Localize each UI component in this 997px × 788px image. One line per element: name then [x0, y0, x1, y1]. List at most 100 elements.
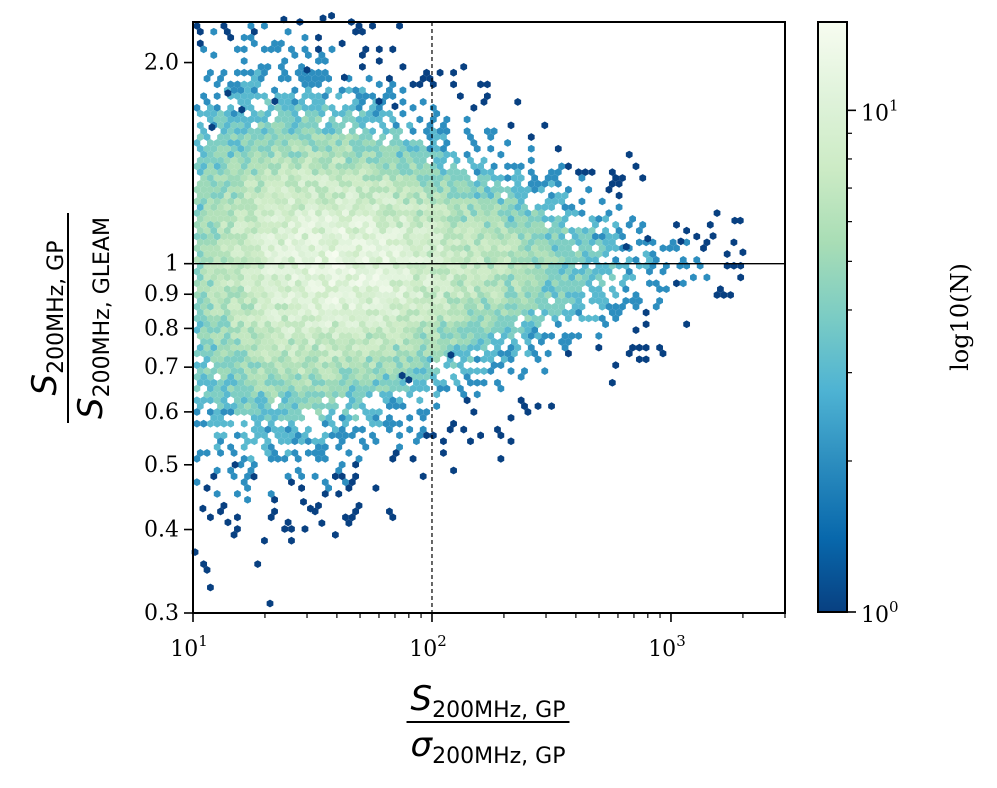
hexbin-cell: [274, 139, 282, 147]
hexbin-cell: [298, 285, 305, 294]
hexbin-cell: [348, 197, 356, 206]
hexbin-cell: [247, 349, 255, 358]
hexbin-cell: [602, 250, 609, 258]
hexbin-cell: [554, 226, 562, 235]
hexbin-cell: [514, 308, 522, 317]
hexbin-cell: [196, 144, 204, 153]
hexbin-cell: [325, 179, 332, 188]
hexbin-cell: [234, 45, 241, 54]
hexbin-cell: [254, 302, 262, 311]
hexbin-cell: [254, 139, 262, 147]
hexbin-cell: [213, 361, 221, 370]
hexbin-cell: [318, 378, 326, 387]
hexbin-cell: [335, 220, 343, 229]
hexbin-cell: [524, 209, 532, 217]
hexbin-cell: [321, 419, 329, 428]
hexbin-cell: [656, 343, 663, 352]
hexbin-cell: [359, 367, 366, 375]
hexbin-cell: [250, 226, 258, 235]
hexbin-cell: [608, 273, 616, 282]
hexbin-cell: [433, 390, 441, 399]
hexbin-cell: [598, 244, 606, 253]
hexbin-cell: [200, 209, 208, 217]
hexbin-cell: [220, 302, 228, 311]
hexbin-cell: [473, 144, 481, 153]
hexbin-cell: [304, 250, 312, 258]
hexbin-cell: [308, 384, 316, 393]
hexbin-cell: [352, 472, 360, 481]
hexbin-cell: [291, 156, 299, 165]
hexbin-cell: [288, 361, 295, 370]
hexbin-cell: [301, 103, 309, 112]
hexbin-cell: [244, 238, 251, 247]
hexbin-cell: [234, 139, 241, 147]
hexbin-cell: [402, 361, 410, 370]
hexbin-cell: [348, 115, 356, 124]
hexbin-cell: [227, 361, 235, 370]
hexbin-cell: [386, 273, 393, 282]
hexbin-cell: [267, 127, 275, 136]
hexbin-cell: [196, 191, 204, 200]
hexbin-cell: [500, 215, 508, 223]
hexbin-cell: [629, 215, 636, 223]
hexbin-cell: [399, 355, 407, 364]
hexbin-cell: [585, 232, 593, 241]
hexbin-cell: [200, 220, 208, 229]
hexbin-cell: [230, 296, 238, 305]
hexbin-cell: [291, 437, 299, 446]
hexbin-cell: [551, 256, 559, 264]
hexbin-cell: [220, 349, 228, 358]
hexbin-cell: [494, 273, 501, 282]
hexbin-cell: [382, 162, 390, 171]
hexbin-cell: [450, 220, 457, 229]
hexbin-cell: [568, 273, 576, 282]
hexbin-cell: [244, 250, 251, 258]
hexbin-cell: [369, 267, 376, 276]
hexbin-cell: [308, 115, 316, 124]
hexbin-cell: [396, 314, 403, 323]
hexbin-cell: [359, 343, 366, 352]
hexbin-cell: [250, 133, 258, 141]
hexbin-cell: [288, 92, 295, 100]
hexbin-cell: [304, 332, 312, 340]
hexbin-cell: [213, 326, 221, 334]
hexbin-cell: [507, 308, 515, 317]
hexbin-cell: [213, 232, 221, 241]
hexbin-cell: [372, 179, 380, 188]
hexbin-cell: [565, 256, 572, 264]
hexbin-cell: [210, 179, 218, 188]
hexbin-cell: [396, 185, 403, 194]
hexbin-cell: [440, 378, 447, 387]
hexbin-cell: [338, 250, 346, 258]
hexbin-cell: [521, 238, 528, 247]
hexbin-cell: [595, 250, 603, 258]
hexbin-cell: [389, 244, 397, 253]
hexbin-cell: [207, 232, 214, 241]
hexbin-cell: [433, 226, 441, 235]
hexbin-cell: [230, 343, 238, 352]
hexbin-cell: [483, 92, 491, 100]
hexbin-cell: [625, 267, 633, 276]
hexbin-cell: [271, 250, 278, 258]
hexbin-cell: [348, 244, 356, 253]
hexbin-cell: [548, 168, 555, 177]
hexbin-cell: [406, 121, 414, 130]
hexbin-cell: [244, 133, 251, 141]
hexbin-cell: [240, 478, 248, 487]
hexbin-cell: [460, 203, 468, 212]
hexbin-cell: [227, 244, 235, 253]
hexbin-cell: [200, 396, 208, 405]
hexbin-cell: [673, 220, 680, 229]
hexbin-cell: [436, 302, 444, 311]
hexbin-cell: [375, 291, 383, 299]
hexbin-cell: [575, 250, 582, 258]
hexbin-cell: [250, 308, 258, 317]
hexbin-cell: [348, 139, 356, 147]
hexbin-cell: [521, 402, 528, 411]
hexbin-cell: [213, 384, 221, 393]
hexbin-cell: [359, 238, 366, 247]
hexbin-cell: [203, 390, 211, 399]
hexbin-cell: [443, 115, 451, 124]
hexbin-cell: [365, 273, 373, 282]
